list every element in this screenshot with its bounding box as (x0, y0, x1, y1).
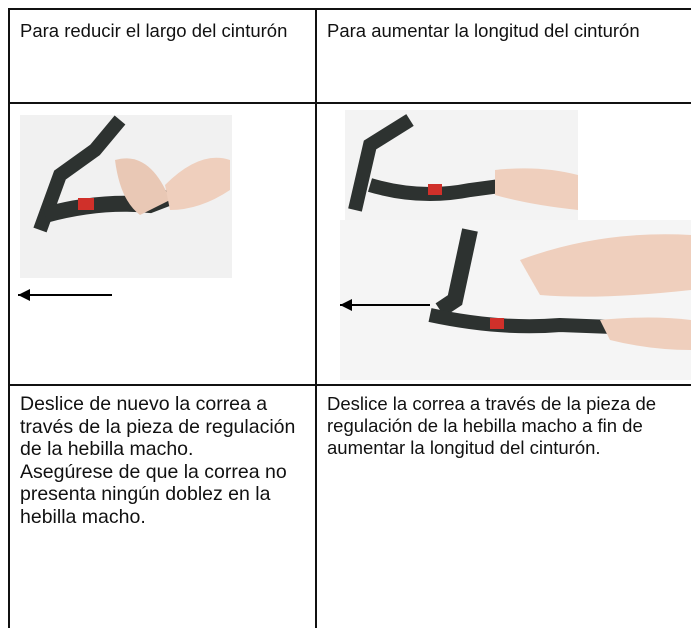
header-cell: Para aumentar la longitud del cinturón (327, 20, 640, 41)
instruction-cell: Deslice de nuevo la correa a través de l… (20, 393, 310, 528)
instruction-cell: Deslice la correa a través de la pieza d… (327, 393, 672, 459)
header-cell: Para reducir el largo del cinturón (20, 20, 288, 41)
instruction-text: Deslice de nuevo la correa a través de l… (20, 393, 296, 460)
border-middle (315, 8, 317, 628)
instruction-text: Deslice la correa a través de la pieza d… (327, 393, 657, 458)
border-row1 (8, 102, 691, 104)
border-top (8, 8, 691, 10)
instruction-text: Asegúrese de que la correa no presenta n… (20, 460, 287, 528)
border-left (8, 8, 10, 628)
border-row2 (8, 384, 691, 386)
